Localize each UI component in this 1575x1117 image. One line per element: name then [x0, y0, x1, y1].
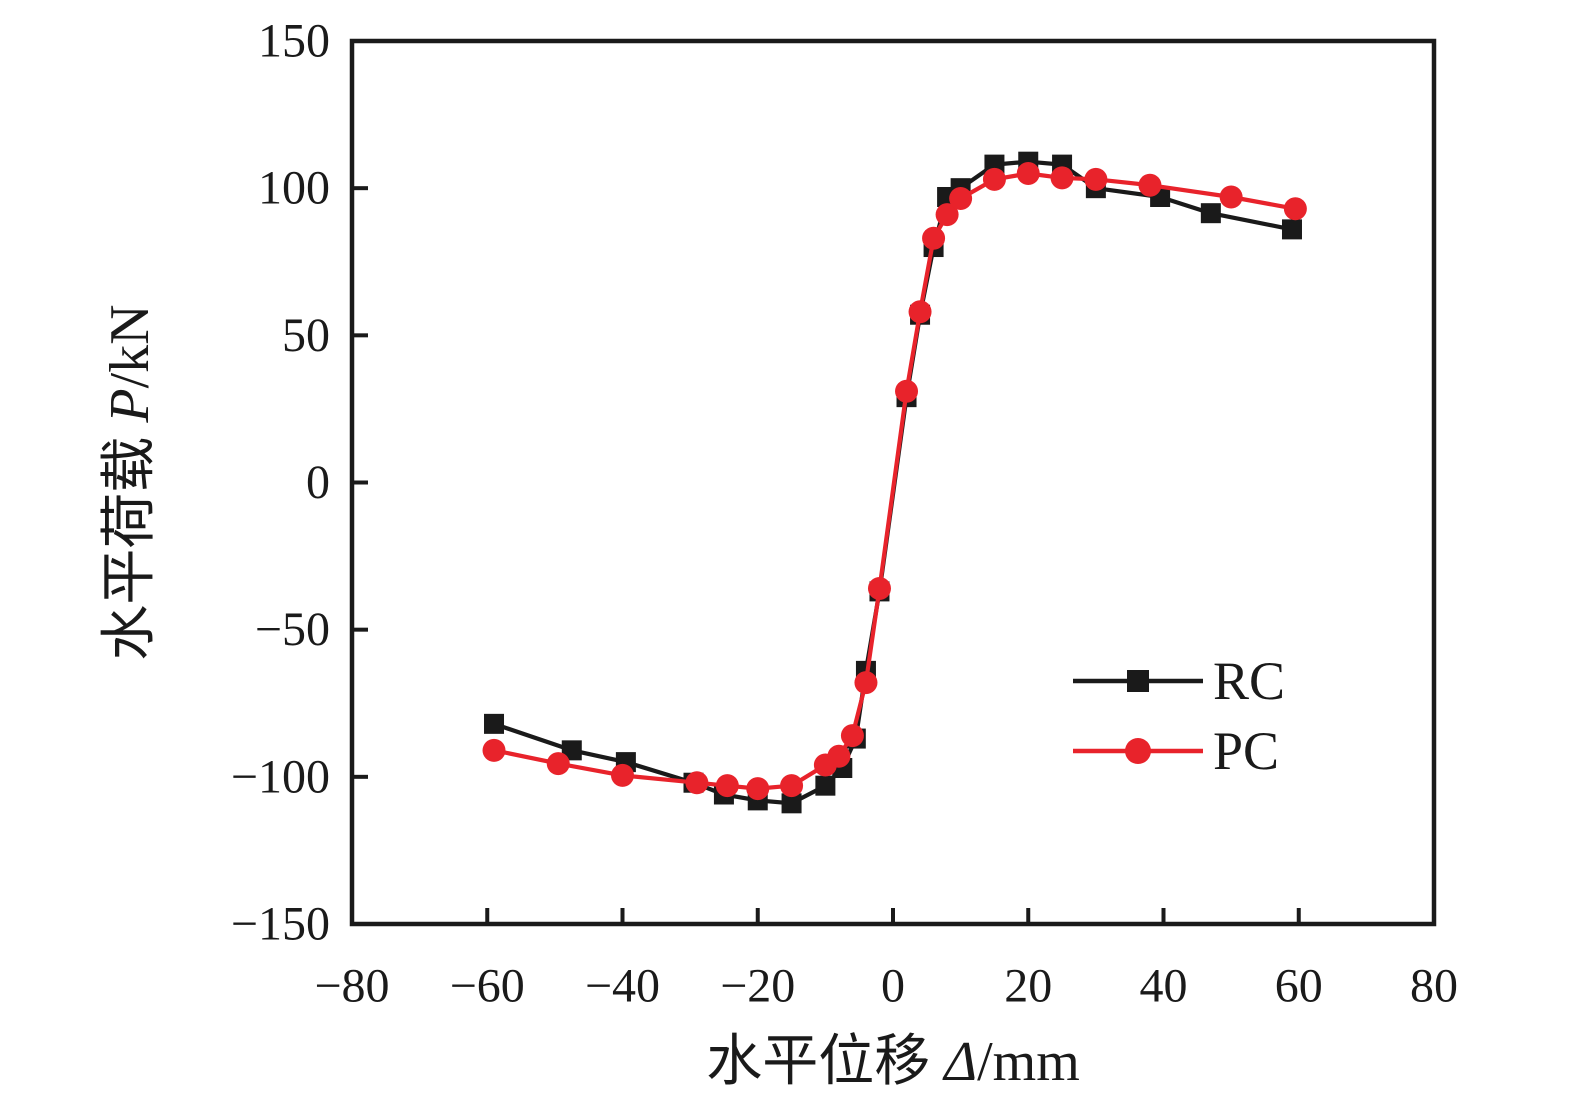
x-axis-tick-labels: −80 −60 −40 −20 0 20 40 60 80 [314, 960, 1458, 1013]
series-RC-marker [781, 793, 802, 814]
series-PC-marker [982, 167, 1006, 191]
x-tick-label: −20 [720, 960, 795, 1013]
series-PC-marker [840, 724, 864, 748]
y-axis-tick-labels: −150 −100 −50 0 50 100 150 [231, 15, 330, 951]
series-PC-markers [482, 161, 1307, 801]
y-tick-label: −50 [255, 603, 330, 656]
y-tick-label: 100 [258, 162, 330, 215]
y-tick-label: 50 [282, 309, 330, 362]
series-PC-marker [867, 576, 891, 600]
y-tick-label: 0 [306, 456, 330, 509]
x-tick-label: 0 [881, 960, 905, 1013]
series-PC-marker [780, 774, 804, 798]
x-tick-label: −40 [585, 960, 660, 1013]
x-tick-label: 20 [1004, 960, 1052, 1013]
series-PC-marker [1125, 738, 1151, 764]
series-RC-marker [1127, 670, 1149, 692]
legend-item-PC: PC [1073, 721, 1279, 781]
series-RC-marker [484, 713, 505, 734]
x-axis-title: 水平位移 Δ/mm [706, 1031, 1080, 1093]
series-PC-marker [827, 744, 851, 768]
x-tick-label: −60 [450, 960, 525, 1013]
series-PC-marker [546, 752, 570, 776]
x-tick-label: −80 [314, 960, 389, 1013]
series-RC-marker [1200, 203, 1221, 224]
y-tick-label: 150 [258, 15, 330, 68]
y-axis-ticks [352, 186, 368, 779]
legend: RC PC [1073, 651, 1285, 781]
series-PC-marker [922, 226, 946, 250]
legend-label: PC [1213, 721, 1279, 781]
series-RC-marker [561, 740, 582, 761]
x-tick-label: 80 [1410, 960, 1458, 1013]
series-PC-marker [1084, 167, 1108, 191]
legend-item-RC: RC [1073, 651, 1285, 711]
series-PC-marker [1016, 161, 1040, 185]
series-PC-marker [908, 300, 932, 324]
y-tick-label: −150 [231, 898, 330, 951]
series-PC-marker [1050, 166, 1074, 190]
series-PC-line [491, 171, 1298, 791]
series-RC-marker [815, 775, 836, 796]
series-PC-marker [611, 763, 634, 787]
series-PC-marker [854, 671, 878, 695]
x-axis-ticks [485, 908, 1301, 924]
series-PC-marker [949, 186, 973, 210]
legend-label: RC [1213, 651, 1285, 711]
series-PC-marker [685, 771, 709, 795]
x-tick-label: 40 [1140, 960, 1188, 1013]
series-RC-marker [1281, 219, 1302, 240]
y-tick-label: −100 [231, 750, 330, 803]
series-PC-marker [1138, 173, 1162, 197]
series-PC-marker [715, 774, 739, 798]
series-PC-marker [1283, 197, 1307, 221]
series-PC-marker [895, 379, 919, 403]
series-PC-marker [935, 203, 959, 227]
series-PC-marker [482, 738, 506, 762]
x-tick-label: 60 [1275, 960, 1323, 1013]
series-PC-marker [746, 777, 770, 801]
y-axis-title: 水平荷载 P/kN [99, 304, 161, 660]
series-PC-marker [1219, 185, 1243, 209]
